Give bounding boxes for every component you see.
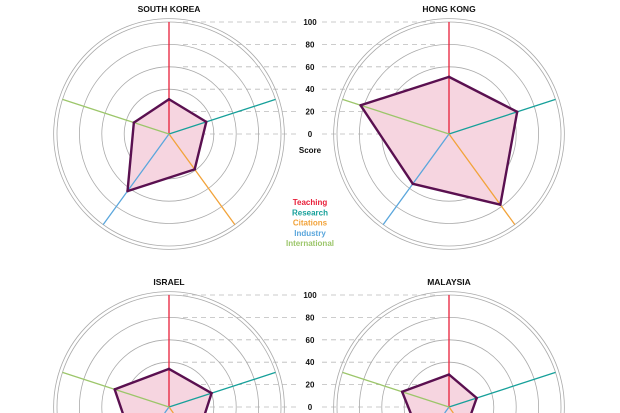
outer-ring [53, 291, 285, 413]
outer-ring [53, 18, 285, 250]
tick-label: 40 [306, 85, 315, 94]
data-point [499, 203, 502, 206]
data-point [447, 75, 451, 79]
score-polygon-edge [400, 373, 451, 393]
data-point [167, 367, 171, 371]
radar-south-korea: SOUTH KOREA [53, 4, 285, 250]
data-point [132, 121, 136, 124]
score-polygon-edge [203, 391, 213, 413]
data-point [193, 168, 196, 171]
data-point [210, 391, 213, 395]
radar-hong-kong: HONG KONG [333, 4, 565, 250]
tick-label: 20 [306, 108, 315, 117]
chart-title: SOUTH KOREA [138, 4, 201, 14]
data-point [400, 390, 404, 393]
score-polygon-edge [167, 367, 213, 395]
tick-label: 60 [306, 336, 315, 345]
chart-title: HONG KONG [422, 4, 476, 14]
data-point [475, 396, 478, 400]
data-point [359, 104, 362, 107]
axis-industry [382, 133, 450, 225]
tick-label: 0 [308, 403, 313, 412]
data-point [205, 120, 208, 124]
tick-label: 40 [306, 358, 315, 367]
scale-label: Score [299, 146, 322, 155]
axis-industry [164, 406, 170, 413]
radar-israel: ISRAEL [53, 277, 285, 413]
legend-item-industry: Industry [294, 229, 326, 238]
score-polygon-edge [499, 110, 519, 206]
tick-label: 20 [306, 381, 315, 390]
axis-research [448, 371, 556, 408]
score-polygon-edge [359, 75, 451, 107]
legend-item-research: Research [292, 208, 328, 217]
legend-item-teaching: Teaching [293, 198, 328, 207]
score-area [360, 76, 518, 205]
tick-label: 100 [303, 291, 317, 300]
score-polygon-edge [359, 104, 414, 186]
data-point [113, 388, 116, 391]
tick-label: 100 [303, 18, 317, 27]
score-polygon-edge [126, 121, 136, 193]
data-point [447, 373, 451, 376]
axis-research [168, 98, 276, 135]
axis-international [342, 371, 450, 408]
score-polygon-edge [132, 98, 171, 124]
score-polygon-edge [447, 75, 519, 114]
score-polygon-edge [126, 168, 196, 193]
legend-item-citations: Citations [293, 219, 328, 228]
score-polygon-edge [167, 98, 208, 124]
score-polygon-edge [113, 388, 124, 413]
axis-citations [168, 133, 236, 225]
outer-ring [333, 18, 565, 250]
axis-industry [102, 133, 170, 225]
chart-title: MALAYSIA [427, 277, 471, 287]
score-polygon-edge [411, 182, 502, 206]
data-point [411, 182, 414, 186]
axis-research [168, 371, 276, 408]
axis-citations [448, 406, 454, 413]
data-point [515, 110, 519, 114]
outer-ring [333, 291, 565, 413]
ring [56, 294, 282, 413]
score-polygon-edge [470, 396, 478, 413]
ring [336, 294, 562, 413]
tick-label: 0 [308, 130, 313, 139]
score-area [127, 99, 207, 192]
axis-citations [168, 406, 174, 413]
tick-label: 80 [306, 40, 315, 49]
tick-label: 80 [306, 313, 315, 322]
score-polygon-edge [113, 367, 171, 391]
data-point [126, 189, 129, 193]
axis-industry [444, 406, 450, 413]
tick-label: 60 [306, 63, 315, 72]
score-area [114, 368, 212, 413]
data-point [167, 98, 171, 101]
axis-international [62, 98, 170, 135]
axis-citations [448, 133, 516, 225]
radar-malaysia: MALAYSIA [333, 277, 565, 413]
score-polygon-edge [193, 120, 208, 171]
legend-item-international: International [286, 239, 334, 248]
chart-title: ISRAEL [153, 277, 184, 287]
axis-research [448, 98, 556, 135]
score-polygon-edge [400, 390, 412, 413]
score-polygon-edge [447, 373, 478, 400]
